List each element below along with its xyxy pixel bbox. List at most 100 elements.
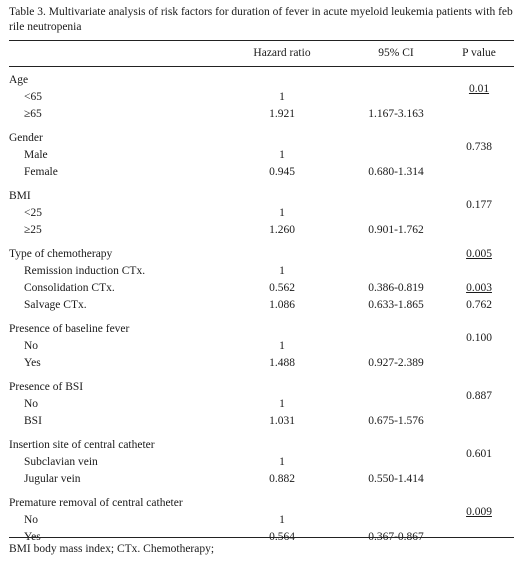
row-group: Type of chemotherapy 0.005 Remission induc… <box>9 246 514 314</box>
hazard-ratio-cell: 1 <box>279 207 285 219</box>
row-label: ≥65 <box>24 108 42 120</box>
hazard-ratio-cell: 1 <box>279 91 285 103</box>
hazard-ratio-cell: 1 <box>279 340 285 352</box>
ci-cell: 0.680-1.314 <box>368 166 424 178</box>
p-value-cell: 0.887 <box>466 390 492 402</box>
group-header-row: Age <box>9 72 514 89</box>
hazard-ratio-cell: 1 <box>279 456 285 468</box>
table-row: <25 1 0.177 <box>9 199 514 222</box>
row-label: Yes <box>24 357 41 369</box>
table-row: ≥65 1.921 1.167-3.163 <box>9 106 514 123</box>
table-row: Yes 1.488 0.927-2.389 <box>9 355 514 372</box>
group-label: Age <box>9 74 29 86</box>
group-label: BMI <box>9 190 31 202</box>
group-header-row: Gender <box>9 130 514 147</box>
hazard-ratio-cell: 1.260 <box>269 224 295 236</box>
hazard-ratio-cell: 1 <box>279 149 285 161</box>
row-label: Jugular vein <box>24 473 81 485</box>
group-label: Gender <box>9 132 43 144</box>
row-label: Remission induction CTx. <box>24 265 146 277</box>
group-spacer <box>9 488 514 495</box>
row-group: BMI <25 1 0.177 ≥25 1.260 0.901-1.762 <box>9 188 514 239</box>
row-label: <25 <box>24 207 42 219</box>
table-row: Salvage CTx. 1.086 0.633-1.865 0.762 <box>9 297 514 314</box>
table-row: No 1 0.009 <box>9 506 514 529</box>
row-group: Presence of baseline fever No 1 0.100 Yes 1.4… <box>9 321 514 372</box>
p-value-cell: 0.738 <box>466 141 492 153</box>
table-row: No 1 0.100 <box>9 332 514 355</box>
group-spacer <box>9 181 514 188</box>
table-row: Subclavian vein 1 0.601 <box>9 448 514 471</box>
group-header-row: BMI <box>9 188 514 205</box>
table-footnote: BMI body mass index; CTx. Chemotherapy; <box>9 543 215 555</box>
table-row: Consolidation CTx. 0.562 0.386-0.819 0.003 <box>9 280 514 297</box>
ci-cell: 1.167-3.163 <box>368 108 424 120</box>
group-header-row: Insertion site of central catheter <box>9 437 514 454</box>
table-bottom-rule <box>9 537 514 538</box>
table-row: Female 0.945 0.680-1.314 <box>9 164 514 181</box>
hazard-ratio-cell: 1.031 <box>269 415 295 427</box>
table-row: BSI 1.031 0.675-1.576 <box>9 413 514 430</box>
row-label: Salvage CTx. <box>24 299 87 311</box>
ci-cell: 0.675-1.576 <box>368 415 424 427</box>
hazard-ratio-cell: 1 <box>279 265 285 277</box>
row-label: No <box>24 514 39 526</box>
group-header-row: Premature removal of central catheter <box>9 495 514 512</box>
table-row: No 1 0.887 <box>9 390 514 413</box>
hazard-ratio-cell: 1 <box>279 514 285 526</box>
ci-cell: 0.633-1.865 <box>368 299 424 311</box>
row-group: Age <65 1 0.01 ≥65 1.921 1.167-3.163 <box>9 72 514 123</box>
table-row: Male 1 0.738 <box>9 141 514 164</box>
table-row: <65 1 0.01 <box>9 83 514 106</box>
p-value-cell: 0.601 <box>466 448 492 460</box>
hazard-ratio-cell: 0.945 <box>269 166 295 178</box>
hazard-ratio-cell: 0.882 <box>269 473 295 485</box>
table-body: Age <65 1 0.01 ≥65 1.921 1.167-3.163 Gender Male… <box>9 72 514 546</box>
row-label: Female <box>24 166 58 178</box>
group-spacer <box>9 372 514 379</box>
hazard-ratio-cell: 1.921 <box>269 108 295 120</box>
row-group: Insertion site of central catheter Subcla… <box>9 437 514 488</box>
header-95-ci: 95% CI <box>378 47 414 59</box>
row-label: No <box>24 398 39 410</box>
header-p-value: P value <box>462 47 496 59</box>
header-hazard-ratio: Hazard ratio <box>253 47 311 59</box>
group-label: Insertion site of central catheter <box>9 439 155 451</box>
group-spacer <box>9 314 514 321</box>
p-value-cell: 0.177 <box>466 199 492 211</box>
group-label: Presence of baseline fever <box>9 323 130 335</box>
hazard-ratio-cell: 1.086 <box>269 299 295 311</box>
p-value-cell: 0.005 <box>466 248 492 260</box>
row-label: Consolidation CTx. <box>24 282 115 294</box>
row-label: <65 <box>24 91 42 103</box>
group-spacer <box>9 430 514 437</box>
p-value-cell: 0.003 <box>466 282 492 294</box>
hazard-ratio-cell: 1 <box>279 398 285 410</box>
row-label: Male <box>24 149 48 161</box>
row-label: No <box>24 340 39 352</box>
row-group: Presence of BSI No 1 0.887 BSI 1.031 0.675-1.5… <box>9 379 514 430</box>
table-row: Remission induction CTx. 1 <box>9 263 514 280</box>
row-label: BSI <box>24 415 42 427</box>
ci-cell: 0.901-1.762 <box>368 224 424 236</box>
p-value-cell: 0.01 <box>468 83 490 95</box>
table-top-rule <box>9 40 514 41</box>
group-header-row: Presence of baseline fever <box>9 321 514 338</box>
ci-cell: 0.386-0.819 <box>368 282 424 294</box>
group-label: Presence of BSI <box>9 381 84 393</box>
ci-cell: 0.550-1.414 <box>368 473 424 485</box>
row-group: Premature removal of central catheter No 1… <box>9 495 514 546</box>
row-label: ≥25 <box>24 224 42 236</box>
p-value-cell: 0.762 <box>466 299 492 311</box>
group-spacer <box>9 123 514 130</box>
hazard-ratio-cell: 1.488 <box>269 357 295 369</box>
table-row: ≥25 1.260 0.901-1.762 <box>9 222 514 239</box>
group-spacer <box>9 239 514 246</box>
p-value-cell: 0.009 <box>466 506 492 518</box>
group-label: Premature removal of central catheter <box>9 497 183 509</box>
table-caption: Table 3. Multivariate analysis of risk f… <box>9 6 513 33</box>
ci-cell: 0.927-2.389 <box>368 357 424 369</box>
group-label: Type of chemotherapy <box>9 248 113 260</box>
group-header-row: Presence of BSI <box>9 379 514 396</box>
table-header-rule <box>9 66 514 67</box>
